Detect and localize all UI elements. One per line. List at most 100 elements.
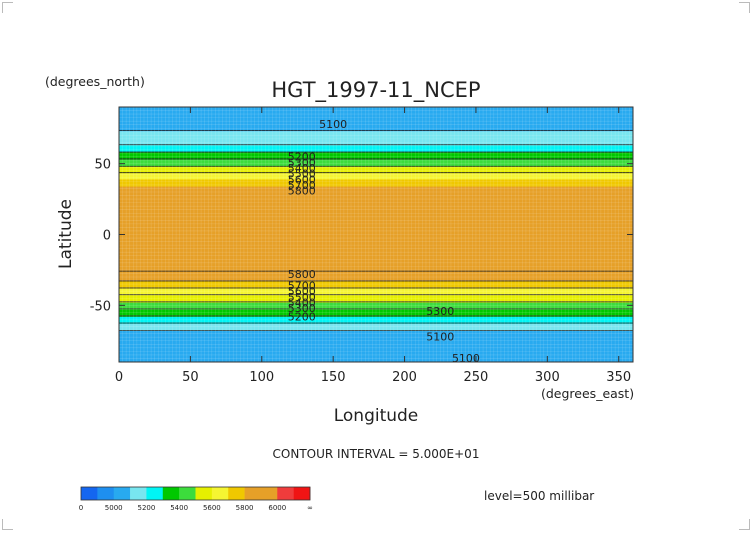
colorbar-swatch (277, 487, 294, 500)
data-band (119, 162, 633, 164)
data-band (119, 275, 633, 278)
data-band (119, 203, 633, 205)
data-band (119, 106, 633, 109)
contour-label: 5700 (288, 179, 316, 192)
data-band (119, 283, 633, 286)
x-tick-label: 350 (606, 370, 631, 385)
data-band (119, 238, 633, 241)
data-band (119, 241, 633, 244)
data-band (119, 140, 633, 143)
colorbar-swatch (162, 487, 180, 500)
data-band (119, 118, 633, 120)
data-band (119, 326, 633, 329)
data-band (119, 343, 633, 346)
data-band (119, 154, 633, 157)
data-band (119, 230, 633, 232)
y-unit-label: (degrees_north) (45, 74, 145, 89)
data-band (119, 262, 633, 265)
data-band (119, 302, 633, 305)
data-band (119, 214, 633, 217)
data-band (119, 191, 633, 194)
data-band (119, 108, 633, 111)
data-band (119, 111, 633, 113)
data-band (119, 334, 633, 337)
data-band (119, 299, 633, 302)
y-tick-label: 0 (103, 229, 111, 244)
colorbar-swatch (293, 487, 311, 500)
data-band (119, 350, 633, 353)
contour-label: 5600 (288, 173, 316, 186)
data-band (119, 227, 633, 230)
contour-label: 5800 (288, 185, 316, 198)
data-band (119, 278, 633, 281)
data-band (119, 247, 633, 249)
data-band (119, 239, 633, 242)
data-band (119, 170, 633, 173)
x-tick-label: 200 (392, 370, 417, 385)
data-band (119, 309, 633, 312)
colorbar-swatch (179, 487, 196, 500)
data-band (119, 146, 633, 149)
data-band (119, 351, 633, 354)
colorbar-label: 6000 (268, 504, 286, 512)
colorbar-label: 5400 (170, 504, 188, 512)
data-band (119, 357, 633, 360)
data-band (119, 228, 633, 231)
data-band (119, 249, 633, 252)
data-band (119, 142, 633, 145)
data-band (119, 133, 633, 136)
x-axis-title: Longitude (334, 406, 419, 426)
contour-interval-note: CONTOUR INTERVAL = 5.000E+01 (273, 447, 480, 461)
data-band (119, 255, 633, 258)
data-band (119, 231, 633, 234)
data-band (119, 224, 633, 227)
contour-label: 5600 (288, 285, 316, 298)
data-band (119, 179, 633, 181)
contour-label: 5300 (288, 156, 316, 169)
data-band (119, 125, 633, 128)
data-band (119, 112, 633, 115)
data-band (119, 135, 633, 137)
data-band (119, 244, 633, 247)
data-band (119, 120, 633, 123)
data-band (119, 193, 633, 196)
y-tick-label: 50 (94, 158, 111, 173)
contour-label: 5200 (288, 311, 316, 324)
colorbar-swatch (97, 487, 115, 500)
colorbar-swatch (81, 487, 98, 500)
data-band (119, 145, 633, 147)
data-band (119, 194, 633, 197)
data-band (119, 336, 633, 339)
data-band (119, 248, 633, 251)
contour-label: 5300 (288, 302, 316, 315)
data-band (119, 265, 633, 268)
corner-mark (739, 2, 750, 13)
data-band (119, 222, 633, 225)
data-band (119, 136, 633, 139)
data-band (119, 237, 633, 239)
data-band (119, 252, 633, 255)
data-band (119, 323, 633, 326)
data-band (119, 276, 633, 279)
data-band (119, 264, 633, 266)
data-band (119, 177, 633, 180)
data-band (119, 215, 633, 218)
data-band (119, 205, 633, 208)
x-unit-label: (degrees_east) (541, 386, 634, 401)
data-band (119, 183, 633, 186)
plot-area: 5100520053005400550056005700580058005700… (90, 106, 634, 385)
data-band (119, 269, 633, 272)
data-band (119, 169, 633, 171)
data-band (119, 186, 633, 188)
data-band (119, 204, 633, 207)
data-band (119, 341, 633, 344)
data-band (119, 295, 633, 298)
data-band (119, 354, 633, 357)
data-band (119, 156, 633, 159)
data-band (119, 115, 633, 118)
contour-label: 5700 (288, 280, 316, 293)
data-band (119, 152, 633, 154)
data-band (119, 190, 633, 193)
data-band (119, 327, 633, 330)
